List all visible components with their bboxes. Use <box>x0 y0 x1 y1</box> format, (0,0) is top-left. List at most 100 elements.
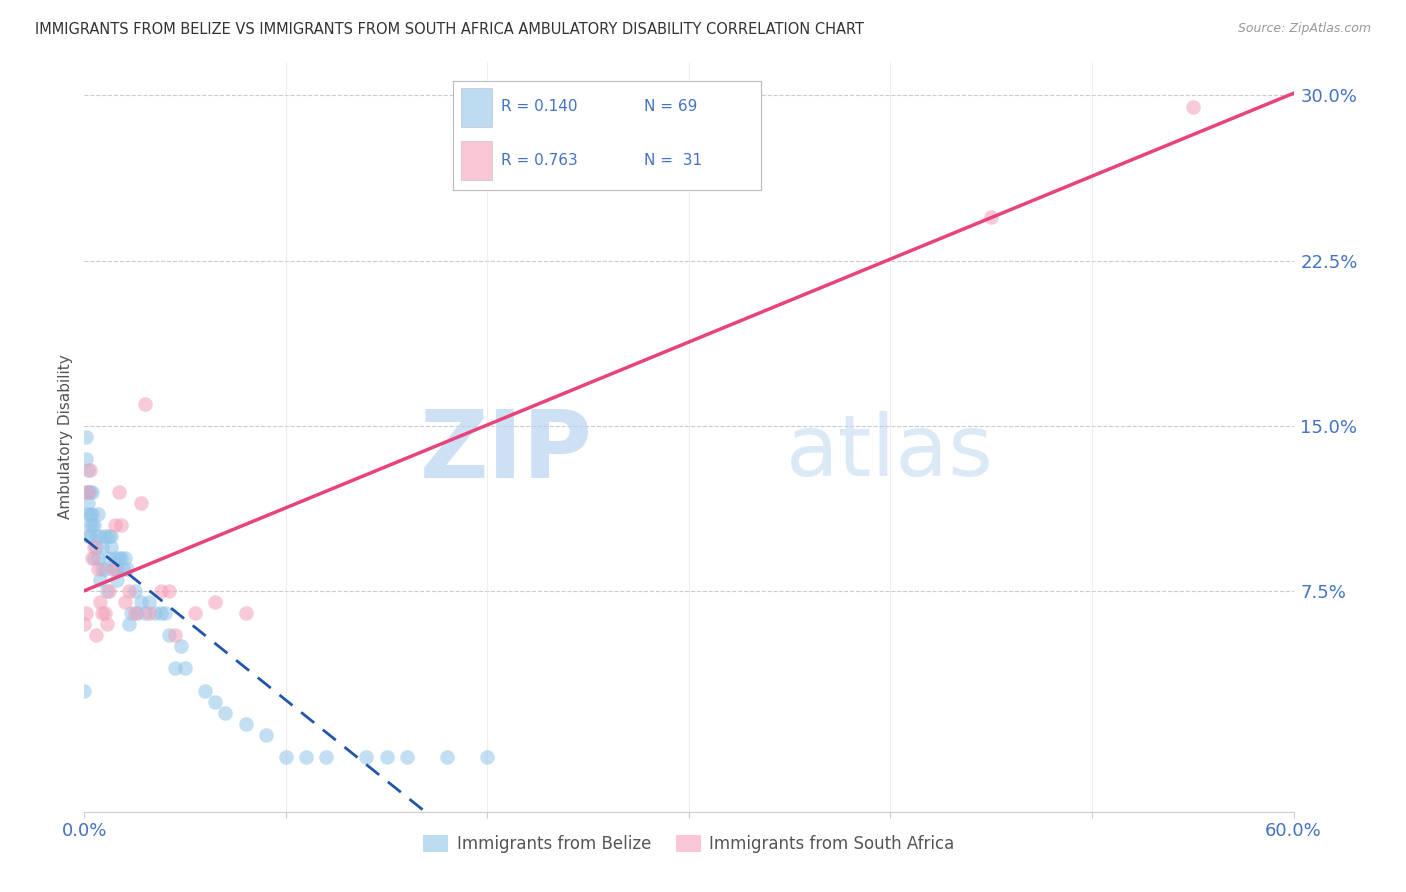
Point <box>114 595 136 609</box>
Point <box>93 607 115 621</box>
Point <box>110 518 132 533</box>
Point <box>82 518 104 533</box>
Point <box>87 551 110 566</box>
Point <box>105 562 128 576</box>
Point <box>149 607 172 621</box>
Legend: Immigrants from Belize, Immigrants from South Africa: Immigrants from Belize, Immigrants from … <box>416 828 962 860</box>
Point <box>82 485 104 500</box>
Point <box>96 617 118 632</box>
Point <box>104 551 127 566</box>
Point <box>104 562 127 576</box>
Point <box>91 562 114 576</box>
Point <box>91 541 114 555</box>
Point <box>125 607 148 621</box>
Point <box>73 683 96 698</box>
Text: Source: ZipAtlas.com: Source: ZipAtlas.com <box>1237 22 1371 36</box>
Point <box>101 562 124 576</box>
Point <box>91 607 114 621</box>
Point <box>97 584 120 599</box>
Point <box>79 507 101 521</box>
Point <box>83 551 105 566</box>
Point <box>73 617 96 632</box>
Point <box>153 607 176 621</box>
Point <box>93 529 115 543</box>
Point <box>82 551 104 566</box>
Point <box>75 430 97 444</box>
Point <box>114 551 136 566</box>
Point <box>134 607 156 621</box>
Point <box>97 551 120 566</box>
Point <box>165 628 187 642</box>
Point <box>204 595 226 609</box>
Point <box>105 574 128 588</box>
Point <box>143 607 166 621</box>
Point <box>77 496 100 510</box>
Point <box>149 584 172 599</box>
Point <box>124 607 146 621</box>
Point <box>77 485 100 500</box>
Point <box>157 584 180 599</box>
Point <box>274 749 297 764</box>
Point <box>77 507 100 521</box>
Point <box>104 518 127 533</box>
Point <box>477 749 499 764</box>
Point <box>110 551 132 566</box>
Point <box>134 397 156 411</box>
Point <box>356 749 378 764</box>
Point <box>157 628 180 642</box>
Point <box>77 529 100 543</box>
Point <box>194 683 217 698</box>
Point <box>138 607 160 621</box>
Point <box>87 507 110 521</box>
Point <box>395 749 418 764</box>
Point <box>79 463 101 477</box>
Point <box>107 551 129 566</box>
Point <box>254 728 277 742</box>
Point <box>83 518 105 533</box>
Point <box>79 529 101 543</box>
Point <box>436 749 458 764</box>
Point <box>118 584 141 599</box>
Point <box>235 607 257 621</box>
Point <box>89 529 111 543</box>
Point <box>115 562 138 576</box>
Text: atlas: atlas <box>786 410 994 493</box>
Point <box>315 749 337 764</box>
Point <box>75 485 97 500</box>
Point <box>89 574 111 588</box>
Point <box>100 541 122 555</box>
Point <box>89 595 111 609</box>
Point <box>96 584 118 599</box>
Point <box>170 640 193 654</box>
Point <box>87 562 110 576</box>
Point <box>295 749 318 764</box>
Point <box>77 485 100 500</box>
Point <box>75 607 97 621</box>
Point <box>165 661 187 675</box>
Point <box>79 518 101 533</box>
Point <box>100 529 122 543</box>
Point <box>93 562 115 576</box>
Point <box>1181 99 1204 113</box>
Point <box>86 541 108 555</box>
Point <box>77 463 100 477</box>
Point <box>97 529 120 543</box>
Point <box>118 617 141 632</box>
Point <box>129 595 152 609</box>
Text: ZIP: ZIP <box>419 406 592 498</box>
Point <box>129 496 152 510</box>
Point <box>82 507 104 521</box>
Point <box>174 661 197 675</box>
Text: IMMIGRANTS FROM BELIZE VS IMMIGRANTS FROM SOUTH AFRICA AMBULATORY DISABILITY COR: IMMIGRANTS FROM BELIZE VS IMMIGRANTS FRO… <box>35 22 865 37</box>
Point <box>86 529 108 543</box>
Point <box>83 541 105 555</box>
Point <box>204 694 226 708</box>
Point <box>184 607 207 621</box>
Y-axis label: Ambulatory Disability: Ambulatory Disability <box>58 355 73 519</box>
Point <box>375 749 398 764</box>
Point <box>124 584 146 599</box>
Point <box>214 706 236 720</box>
Point <box>86 628 108 642</box>
Point <box>79 485 101 500</box>
Point <box>75 452 97 467</box>
